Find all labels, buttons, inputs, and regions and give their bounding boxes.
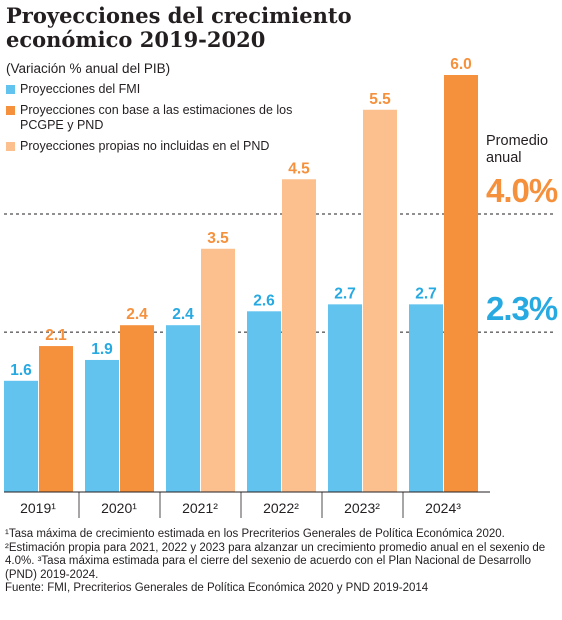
bar-imf-4 xyxy=(328,304,362,492)
value-label-imf-4: 2.7 xyxy=(334,285,356,302)
category-label-2: 2021² xyxy=(182,500,218,516)
bar-imf-2 xyxy=(166,325,200,492)
value-label-second-1: 2.4 xyxy=(126,306,148,323)
value-label-second-0: 2.1 xyxy=(45,327,67,344)
category-label-5: 2024³ xyxy=(425,500,461,516)
footnote-text: ¹Tasa máxima de crecimiento estimada en … xyxy=(5,528,546,581)
legend-item-imf: Proyecciones del FMI xyxy=(6,82,306,97)
category-label-4: 2023² xyxy=(344,500,380,516)
bar-second-4 xyxy=(363,109,397,492)
category-label-3: 2022² xyxy=(263,500,299,516)
legend-swatch-pcgpe xyxy=(6,106,15,115)
footnotes: ¹Tasa máxima de crecimiento estimada en … xyxy=(5,528,557,596)
average-high-value: 4.0% xyxy=(486,172,558,209)
legend-label-pcgpe: Proyecciones con base a las estimaciones… xyxy=(20,103,293,132)
bar-chart: 1.6 2.1 2019¹ 1.9 2.4 2020¹ 2.4 3.5 2021² 2.6 4.5 2… xyxy=(4,56,556,518)
legend-label-own: Proyecciones propias no incluidas en el … xyxy=(20,139,270,153)
value-label-imf-3: 2.6 xyxy=(253,292,275,309)
legend: Proyecciones del FMI Proyecciones con ba… xyxy=(6,82,306,160)
value-label-imf-5: 2.7 xyxy=(415,285,437,302)
chart-subtitle: (Variación % anual del PIB) xyxy=(6,61,171,76)
bar-imf-5 xyxy=(409,304,443,492)
bar-second-1 xyxy=(120,325,154,492)
bar-second-2 xyxy=(201,248,235,492)
value-label-second-5: 6.0 xyxy=(450,56,472,73)
legend-label-imf: Proyecciones del FMI xyxy=(20,82,141,96)
source-text: Fuente: FMI, Precriterios Generales de P… xyxy=(5,582,429,594)
legend-swatch-imf xyxy=(6,85,15,94)
category-label-0: 2019¹ xyxy=(20,500,56,516)
value-label-imf-2: 2.4 xyxy=(172,306,194,323)
category-label-1: 2020¹ xyxy=(101,500,137,516)
bar-second-3 xyxy=(282,179,316,492)
bar-imf-3 xyxy=(247,311,281,492)
legend-item-own: Proyecciones propias no incluidas en el … xyxy=(6,139,306,154)
average-low-value: 2.3% xyxy=(486,290,558,328)
value-label-second-3: 4.5 xyxy=(288,160,310,177)
legend-item-pcgpe: Proyecciones con base a las estimaciones… xyxy=(6,103,306,133)
value-label-imf-1: 1.9 xyxy=(91,341,113,358)
value-label-second-2: 3.5 xyxy=(207,230,229,247)
value-label-second-4: 5.5 xyxy=(369,91,391,108)
average-heading: Promedio anual xyxy=(486,133,549,166)
bar-second-5 xyxy=(444,75,478,492)
bar-imf-0 xyxy=(4,380,38,492)
bar-second-0 xyxy=(39,346,73,492)
chart-title: Proyecciones del crecimiento económico 2… xyxy=(6,3,352,52)
value-label-imf-0: 1.6 xyxy=(10,362,32,379)
bar-imf-1 xyxy=(85,359,119,492)
legend-swatch-own xyxy=(6,142,15,151)
